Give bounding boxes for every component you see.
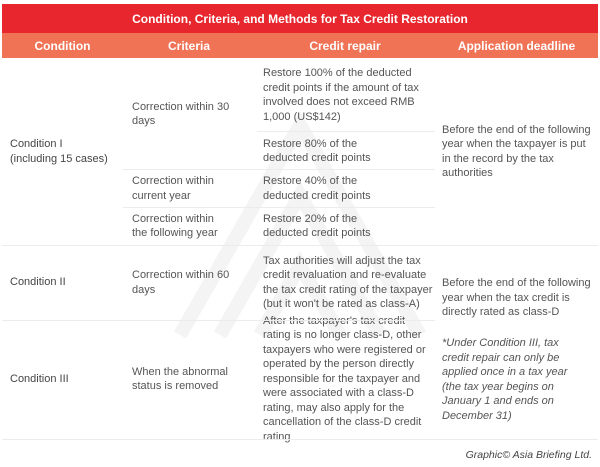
note-condition-3: *Under Condition III, tax credit repair … [442,337,568,422]
header-credit-repair: Credit repair [309,38,381,53]
criteria-following-year: Correction within the following year [132,212,218,240]
row-divider [123,169,435,170]
row-divider [123,207,435,208]
criteria-30-days: Correction within 30 days [132,100,230,128]
graphic-credit: Graphic© Asia Briefing Ltd. [465,449,592,461]
header-application-deadline: Application deadline [457,38,576,53]
row-divider [2,245,598,246]
repair-20: Restore 20% of the deducted credit point… [263,212,371,240]
condition-1: Condition I (including 15 cases) [10,138,108,165]
condition-2: Condition II [10,276,66,289]
watermark-logo-icon [173,110,427,339]
table-title: Condition, Criteria, and Methods for Tax… [2,4,598,33]
repair-condition-3: After the taxpayer's tax credit rating i… [263,315,426,443]
row-divider [257,131,435,132]
table-header: Condition Criteria Credit repair Applica… [2,33,598,58]
criteria-abnormal-status: When the abnormal status is removed [132,365,228,393]
deadline-condition-1: Before the end of the following year whe… [442,123,591,180]
criteria-60-days: Correction within 60 days [132,269,230,296]
header-criteria: Criteria [167,38,211,53]
repair-condition-2: Tax authorities will adjust the tax cred… [263,254,433,311]
repair-80: Restore 80% of the deducted credit point… [263,137,371,165]
row-divider [2,320,435,321]
header-condition: Condition [34,38,91,53]
criteria-current-year: Correction within current year [132,175,214,202]
row-divider [2,439,598,440]
deadline-condition-2-3: Before the end of the following year whe… [442,277,591,318]
repair-100: Restore 100% of the deducted credit poin… [263,67,419,123]
condition-3: Condition III [10,372,69,385]
repair-40: Restore 40% of the deducted credit point… [263,175,371,202]
